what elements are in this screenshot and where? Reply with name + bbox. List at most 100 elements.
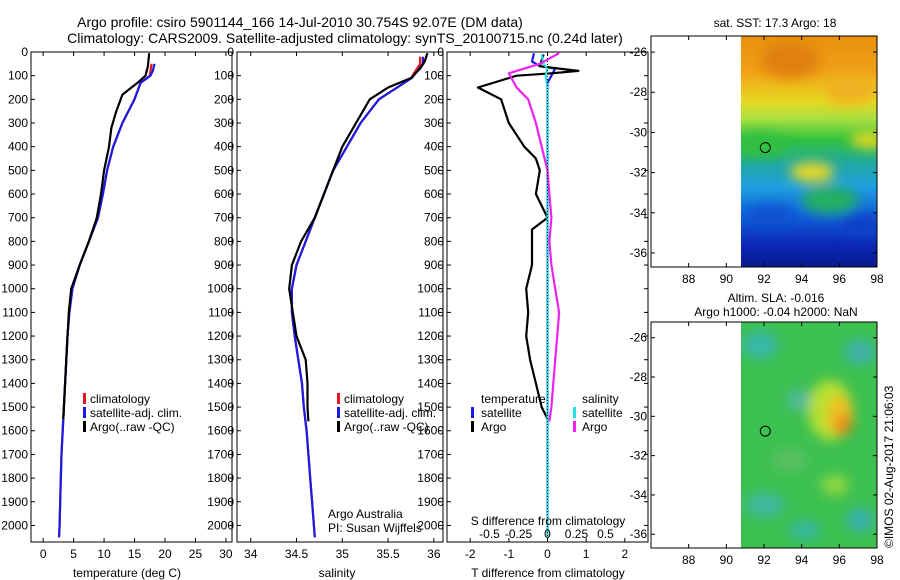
ytick-label: 1900 <box>417 495 444 509</box>
sst-map-panel: sat. SST: 17.3 Argo: 18 88 90 92 94 96 98 -26 -… <box>630 16 884 286</box>
xtick-label: 20 <box>158 547 172 561</box>
legend-label-s-argo: Argo <box>582 420 608 434</box>
series-line-satellite-adj-clim- <box>57 63 156 538</box>
ytick-label: 1900 <box>207 495 234 509</box>
ytick-label: 1000 <box>207 282 234 296</box>
xtick-label: 36 <box>427 547 441 561</box>
ytick-label: 2000 <box>207 518 234 532</box>
ytick-label: 400 <box>424 140 444 154</box>
sst-heatmap <box>741 36 877 267</box>
xtick-label: 15 <box>128 547 142 561</box>
salinity-plot-area <box>236 51 444 543</box>
difference-xlabel-top: S difference from climatology <box>471 514 626 528</box>
temperature-series <box>57 53 156 538</box>
temperature-xticks: 0 5 10 15 20 25 30 <box>40 52 233 561</box>
ytick-label: 900 <box>214 258 234 272</box>
difference-yticks: 0 100 200 300 400 500 600 700 800 900 1000 1100 1200… <box>417 45 648 532</box>
xtick-label: -2 <box>465 547 476 561</box>
ytick-label: 100 <box>424 69 444 83</box>
xtick-label: 94 <box>795 553 809 567</box>
xtick-label: 2 <box>621 547 628 561</box>
ytick-label: 500 <box>424 163 444 177</box>
legend-swatch-argo <box>83 421 86 432</box>
ytick-label: 1900 <box>1 495 28 509</box>
xtick-label: 92 <box>757 272 771 286</box>
credit-org: Argo Australia <box>328 507 403 521</box>
ytick-label: -34 <box>630 206 648 220</box>
ytick-label: 200 <box>424 92 444 106</box>
temperature-axes-frame <box>30 51 233 543</box>
ytick-label: -34 <box>630 488 648 502</box>
legend-swatch-t-satellite <box>471 407 474 418</box>
xtick-label: -1 <box>504 547 515 561</box>
ytick-label: 800 <box>214 234 234 248</box>
ytick-label: 400 <box>214 140 234 154</box>
xtick-label: 98 <box>870 272 884 286</box>
sla-map-title-line1: Altim. SLA: -0.016 <box>728 291 825 305</box>
legend-swatch-s-argo <box>573 421 576 432</box>
ytick-label: 1600 <box>207 424 234 438</box>
ytick-label: 1700 <box>417 447 444 461</box>
xtick-label: 30 <box>219 547 233 561</box>
salinity-axes-frame <box>236 51 444 543</box>
ytick-label: 600 <box>424 187 444 201</box>
ytick-label: 700 <box>214 211 234 225</box>
ytick-label: -36 <box>630 527 648 541</box>
legend-swatch-climatology <box>83 393 86 404</box>
legend-label-s-satellite: satellite <box>582 406 623 420</box>
salinity-panel: 0100200300400500600700800900100011001200… <box>207 45 444 580</box>
ytick-label: 700 <box>424 211 444 225</box>
ytick-label: 1300 <box>1 353 28 367</box>
ytick-label: 1200 <box>207 329 234 343</box>
ytick-label: 600 <box>8 187 28 201</box>
temperature-panel: 0100200300400500600700800900100011001200… <box>1 45 233 580</box>
legend-label-satellite-adj: satellite-adj. clim. <box>90 406 182 420</box>
ytick-label: 800 <box>424 234 444 248</box>
ytick-label: 0 <box>21 45 28 59</box>
ytick-label: 1800 <box>207 471 234 485</box>
legend-label-argo: Argo(..raw -QC) <box>344 420 429 434</box>
salinity-xlabel: salinity <box>319 566 356 580</box>
sla-map-panel: Altim. SLA: -0.016 Argo h1000: -0.04 h20… <box>630 291 884 567</box>
xtick-label: 92 <box>757 553 771 567</box>
ytick-label: 300 <box>214 116 234 130</box>
ytick-label: 1100 <box>208 305 234 319</box>
ytick-label: -30 <box>630 125 648 139</box>
ytick-label: 0 <box>437 45 444 59</box>
series-line-salinity-argo <box>507 52 561 422</box>
series-line-climatology <box>57 63 153 538</box>
ytick-label: 0 <box>227 45 234 59</box>
xtick-label: 96 <box>833 553 847 567</box>
credit-pi: PI: Susan Wijffels <box>328 521 422 535</box>
xtick-label: 90 <box>720 553 734 567</box>
ytick-label: 1300 <box>207 353 234 367</box>
ytick-label: 1400 <box>1 376 28 390</box>
xtick-label: 98 <box>870 553 884 567</box>
series-line-argo-raw-qc- <box>288 52 429 422</box>
legend-label-climatology: climatology <box>90 392 150 406</box>
ytick-label: 400 <box>8 140 28 154</box>
xtick-label: 35 <box>336 547 350 561</box>
imos-timestamp: ©IMOS 02-Aug-2017 21:06:03 <box>882 385 896 548</box>
ytick-label: 1500 <box>1 400 28 414</box>
xtick-label: 1 <box>583 547 590 561</box>
legend-swatch-satellite-adj <box>337 407 340 418</box>
xtick-label: 34 <box>244 547 258 561</box>
salinity-yticks: 0 100 200 300 400 500 600 700 800 900 1000 1100 1200… <box>207 45 443 532</box>
xtick-label: 94 <box>795 272 809 286</box>
ytick-label: -26 <box>630 45 648 59</box>
xtick-label: 96 <box>833 272 847 286</box>
ytick-label: 1400 <box>207 376 234 390</box>
difference-xlabel: T difference from climatology <box>471 566 625 580</box>
legend-heading-salinity: salinity <box>582 392 619 406</box>
ytick-label: 700 <box>8 211 28 225</box>
xtick-top-label: 0 <box>544 527 551 541</box>
legend-label-argo: Argo(..raw -QC) <box>90 420 175 434</box>
sla-heatmap <box>741 322 877 548</box>
ytick-label: 1500 <box>207 400 234 414</box>
ytick-label: 1600 <box>417 424 444 438</box>
ytick-label: 200 <box>8 92 28 106</box>
legend-label-climatology: climatology <box>344 392 404 406</box>
xtick-top-label: -0.5 <box>479 527 500 541</box>
